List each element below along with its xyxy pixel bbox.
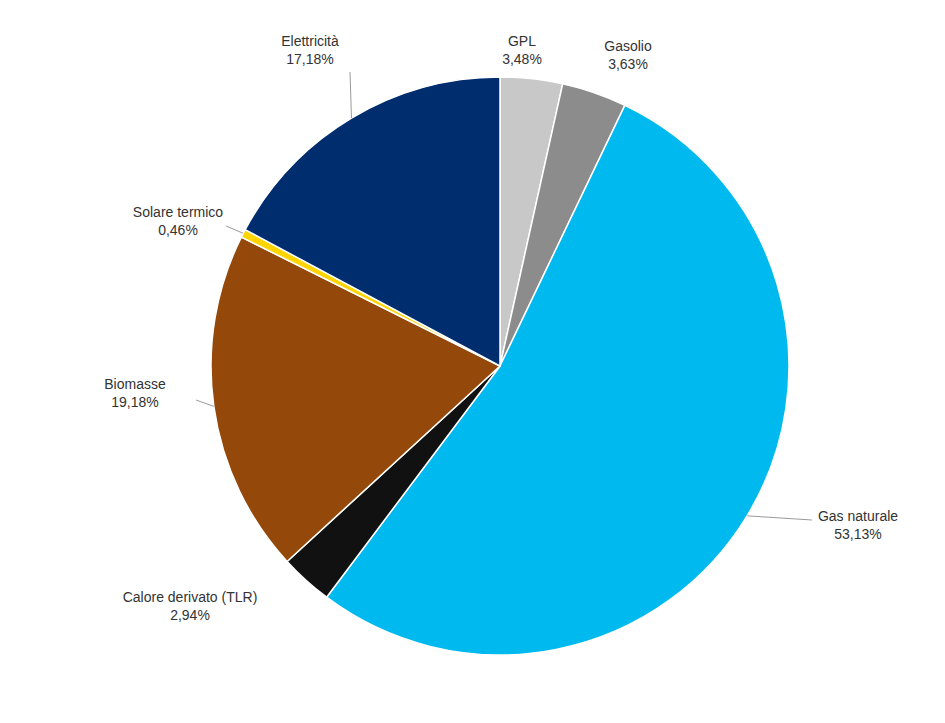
- data-label: 3,48%: [502, 51, 542, 67]
- slice-label: Calore derivato (TLR): [123, 589, 258, 605]
- data-label: 53,13%: [834, 526, 881, 542]
- slice-label: Biomasse: [104, 376, 166, 392]
- data-label: 0,46%: [158, 222, 198, 238]
- slice-label: GPL: [508, 33, 536, 49]
- leader-line: [226, 226, 243, 233]
- data-label: 2,94%: [170, 607, 210, 623]
- chart: GPL 3,48% Gasolio 3,63% Gas naturale 53,13% Ca…: [0, 0, 945, 723]
- slice-label: Gasolio: [604, 38, 652, 54]
- leader-line: [196, 400, 214, 406]
- data-label: 17,18%: [286, 51, 333, 67]
- slice-label: Gas naturale: [818, 508, 898, 524]
- data-label: 3,63%: [608, 56, 648, 72]
- slice-label: Elettricità: [281, 33, 339, 49]
- data-label: 19,18%: [111, 394, 158, 410]
- leader-line: [350, 72, 351, 118]
- pie-slice: [245, 77, 500, 366]
- slice-label: Solare termico: [133, 204, 223, 220]
- leader-line: [747, 516, 812, 520]
